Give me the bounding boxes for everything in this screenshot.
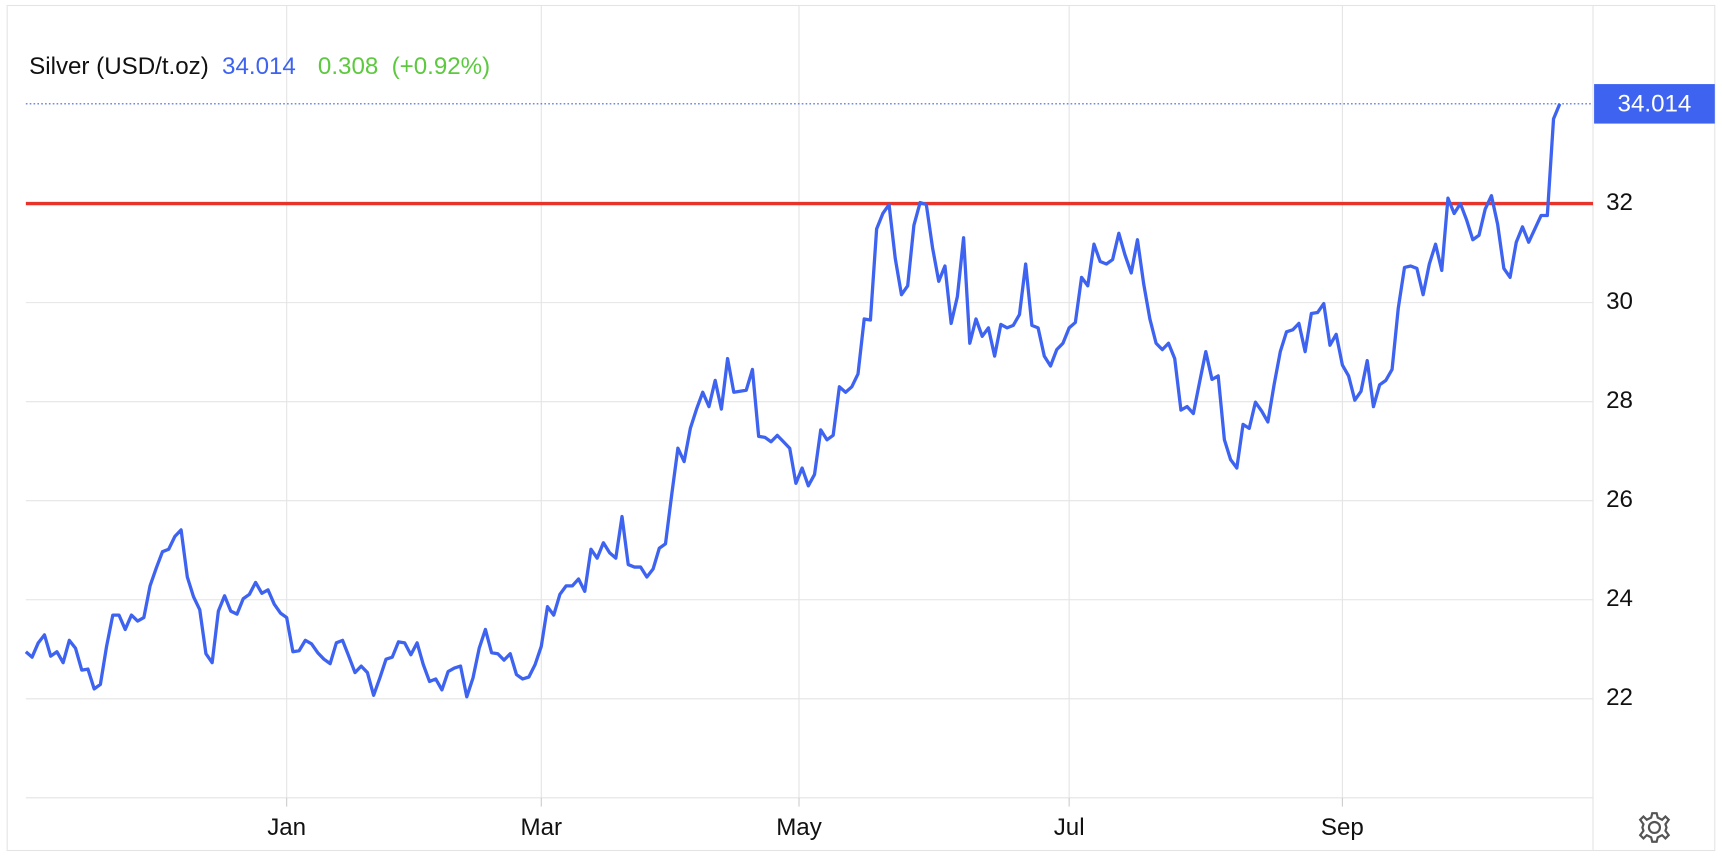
x-tick-label: Jul xyxy=(1054,814,1085,841)
y-tick-label: 32 xyxy=(1606,189,1633,216)
last-price-label: 34.014 xyxy=(1618,90,1692,117)
y-tick-label: 28 xyxy=(1606,387,1633,414)
price-line xyxy=(24,103,1562,699)
last-price-badge xyxy=(1594,84,1715,124)
instrument-name: Silver (USD/t.oz) xyxy=(29,53,209,80)
y-tick-label: 22 xyxy=(1606,684,1633,711)
price: 34.014 xyxy=(222,53,296,80)
change: 0.308 xyxy=(318,53,378,80)
y-tick-label: 30 xyxy=(1606,288,1633,315)
plot: 34.014 xyxy=(24,84,1715,699)
x-tick-label: May xyxy=(776,814,823,841)
x-tick-label: Sep xyxy=(1321,814,1364,841)
change-percent: (+0.92%) xyxy=(392,53,491,80)
y-tick-label: 26 xyxy=(1606,486,1633,513)
x-tick-label: Jan xyxy=(267,814,306,841)
y-tick-label: 24 xyxy=(1606,585,1633,612)
x-tick-label: Mar xyxy=(521,814,563,841)
settings-icon[interactable] xyxy=(1638,812,1671,843)
header: Silver (USD/t.oz) 34.014 0.308 (+0.92%) xyxy=(29,53,490,80)
grid xyxy=(25,5,1593,807)
frame xyxy=(6,4,1716,852)
